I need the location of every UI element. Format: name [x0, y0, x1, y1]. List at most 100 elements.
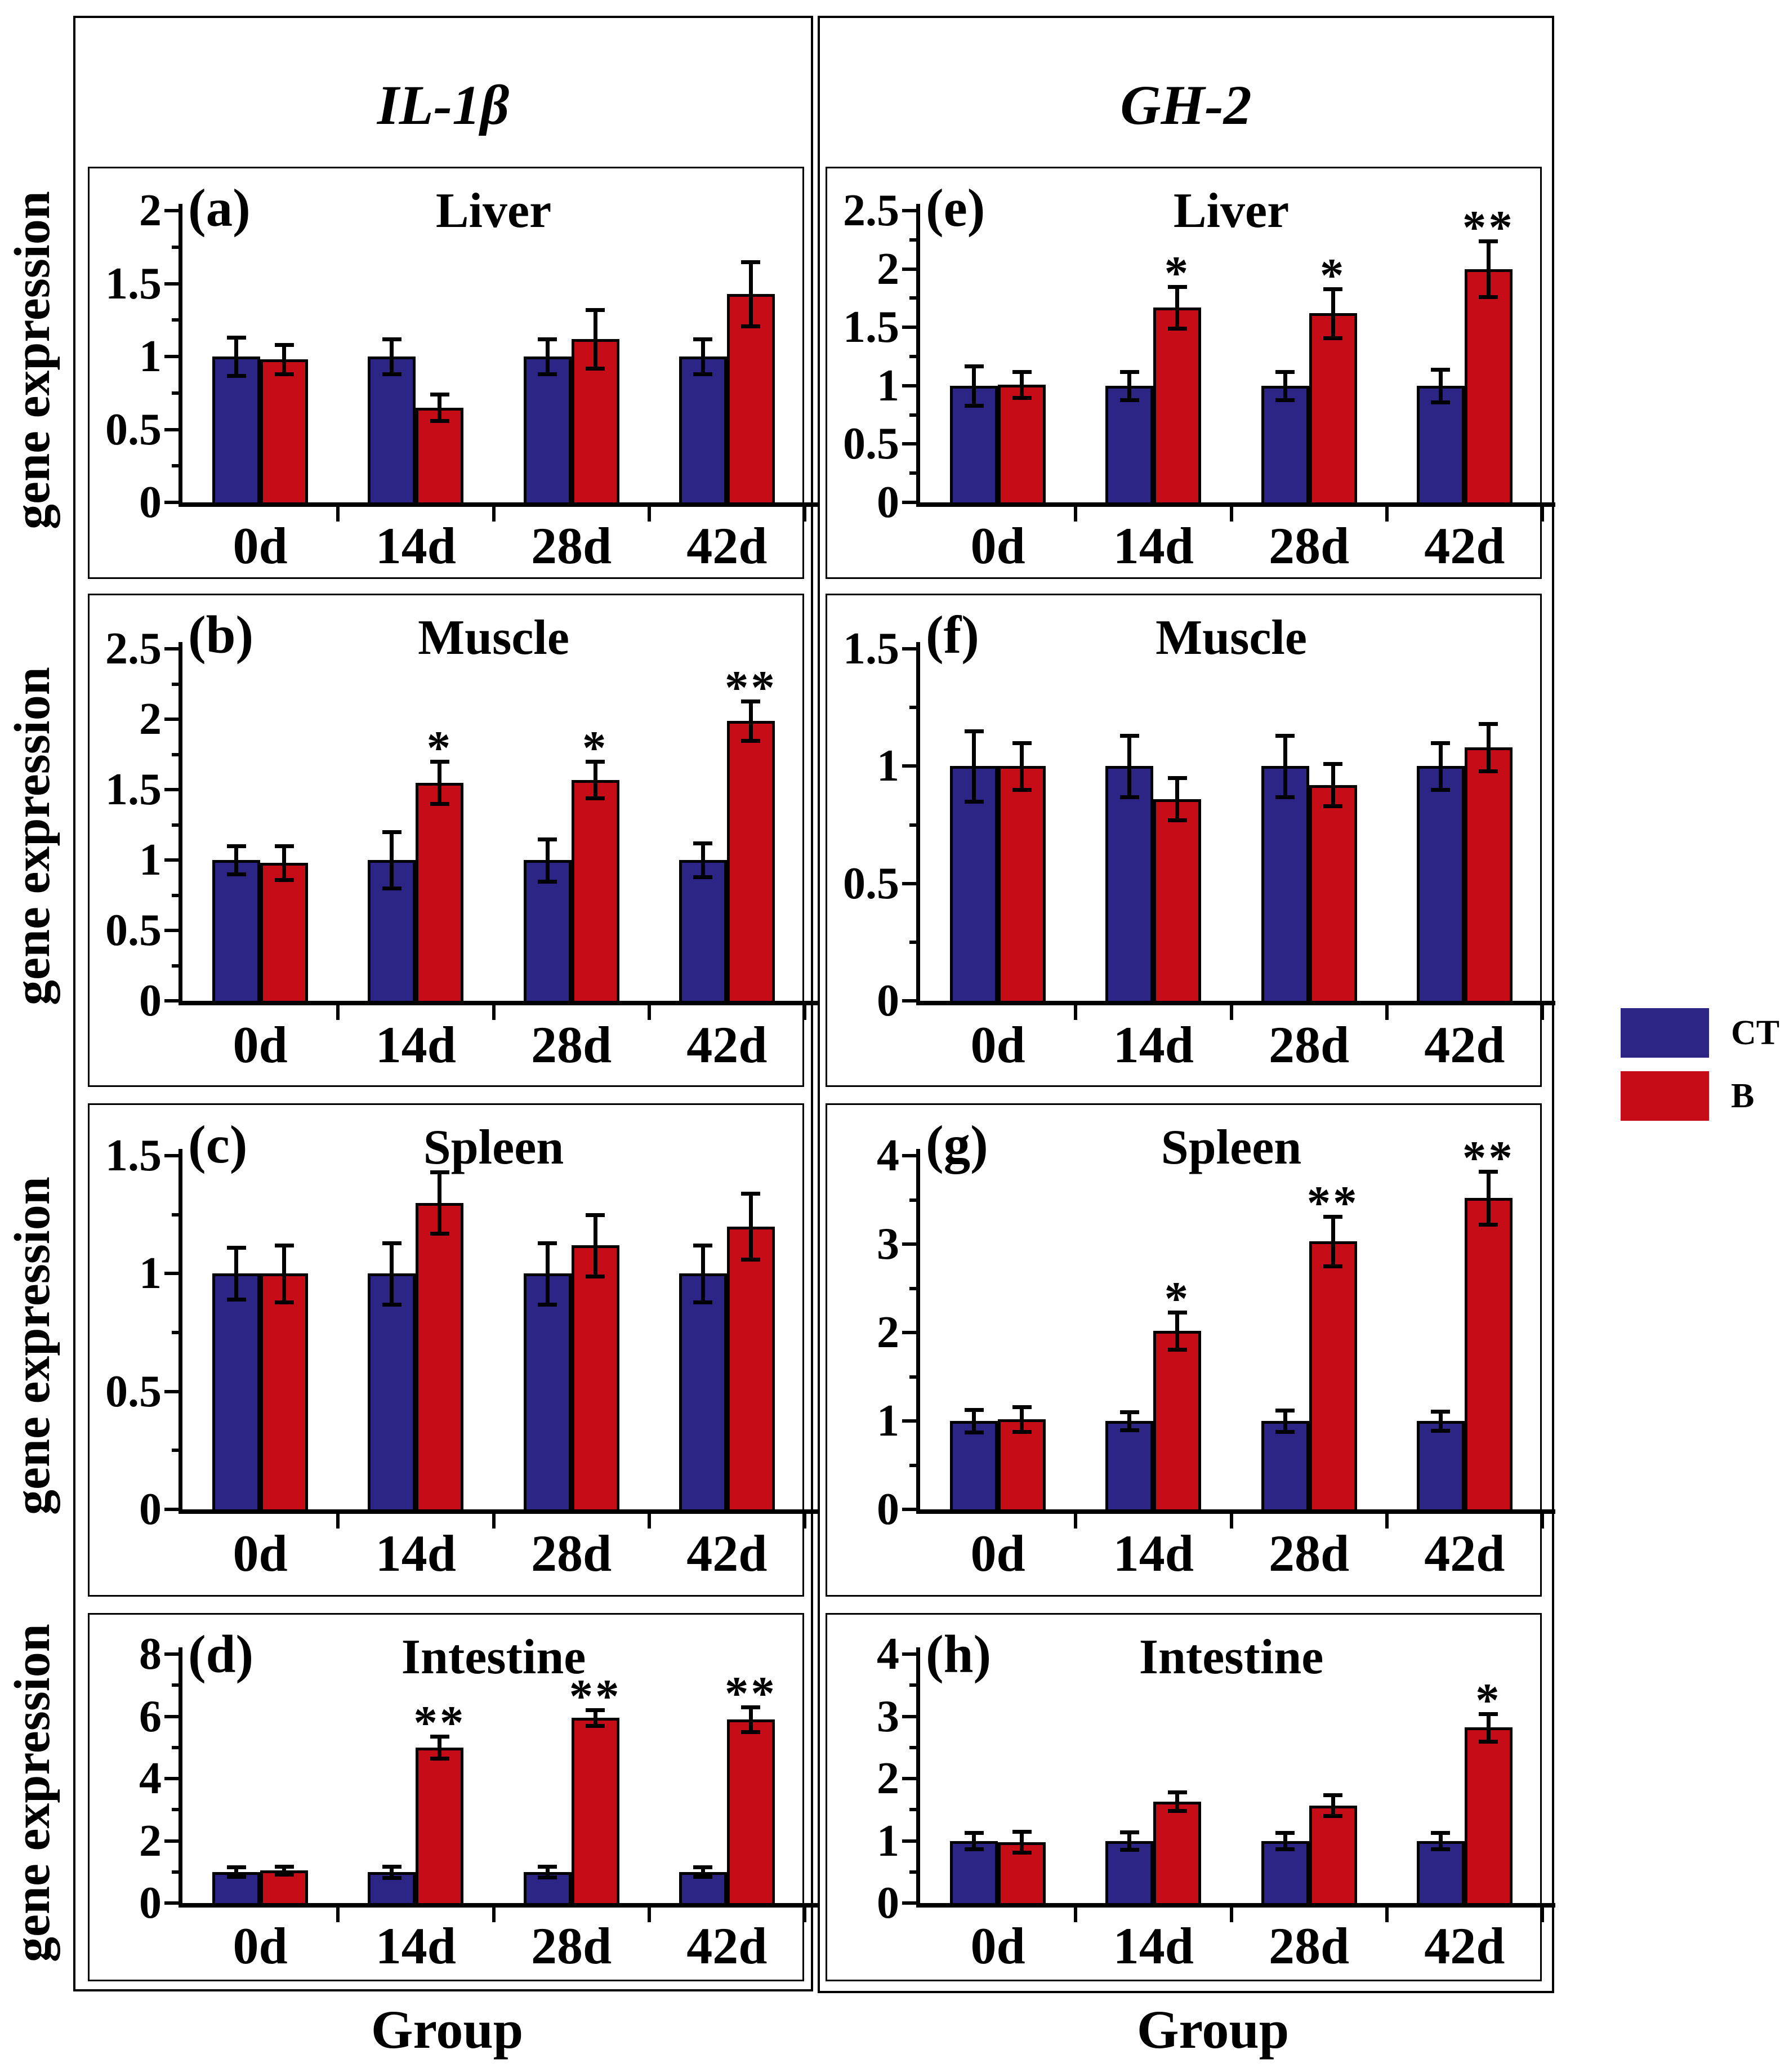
bar-ct-0d: [212, 860, 261, 1004]
error-cap-bottom: [1167, 327, 1187, 331]
x-tick: [1385, 1514, 1389, 1529]
error-cap-bottom: [586, 1724, 605, 1728]
column-title-il1b: IL-1β: [377, 74, 510, 136]
significance-mark: **: [724, 661, 777, 714]
error-cap-top: [964, 364, 984, 368]
error-bar: [1127, 736, 1132, 797]
y-minor-tick: [909, 1870, 920, 1874]
y-tick: [902, 1508, 920, 1511]
error-cap-top: [274, 343, 294, 347]
x-tick-label-42d: 42d: [686, 517, 768, 574]
error-bar: [1331, 764, 1335, 806]
error-cap-top: [538, 837, 557, 841]
x-axis-label-left: Group: [371, 1999, 524, 2060]
bar-b-14d: [1153, 799, 1202, 1004]
x-tick-label-42d: 42d: [1424, 1917, 1505, 1975]
error-cap-top: [538, 1865, 557, 1869]
y-tick-label: 0: [139, 1878, 162, 1928]
error-cap-bottom: [538, 1875, 557, 1880]
panel-g: (g) Spleen 0 1 2 3 4 0d 14d * 28d ** 42d **: [826, 1103, 1555, 1597]
error-bar: [1175, 778, 1180, 821]
column-title-gh2: GH-2: [1120, 74, 1252, 136]
y-tick-label: 1: [139, 332, 162, 381]
error-cap-bottom: [1275, 795, 1295, 799]
y-minor-tick: [172, 1449, 182, 1452]
error-bar: [1438, 1411, 1443, 1431]
y-tick-label: 1: [877, 741, 899, 791]
error-bar: [438, 761, 442, 804]
x-tick-label-0d: 0d: [233, 1917, 288, 1975]
y-tick-label: 6: [139, 1691, 162, 1741]
error-cap-bottom: [1167, 1809, 1187, 1813]
bar-b-14d: [416, 782, 464, 1004]
x-tick: [647, 1908, 651, 1922]
x-tick: [1541, 1514, 1544, 1529]
panel-letter-c: (c): [188, 1115, 248, 1174]
x-axis-label-right: Group: [1136, 1999, 1290, 2060]
error-bar: [1486, 1714, 1491, 1741]
x-tick: [336, 1514, 340, 1529]
bar-ct-42d: [679, 1273, 727, 1513]
error-bar: [1438, 1833, 1443, 1849]
y-tick: [164, 647, 182, 650]
y-minor-tick: [172, 1745, 182, 1749]
x-tick-label-42d: 42d: [686, 1016, 768, 1073]
error-cap-top: [1323, 1215, 1343, 1219]
panel-letter-a: (a): [188, 178, 251, 238]
x-tick-label-42d: 42d: [686, 1917, 768, 1975]
x-tick-label-28d: 28d: [1269, 1525, 1350, 1582]
panel-title-b: Muscle: [418, 611, 569, 665]
error-cap-bottom: [1275, 1847, 1295, 1851]
y-tick-label: 0: [877, 976, 899, 1026]
y-minor-tick: [909, 1463, 920, 1467]
significance-mark: **: [569, 1670, 622, 1723]
x-axis: [179, 1903, 818, 1908]
y-tick-label: 0: [877, 1485, 899, 1534]
error-cap-top: [586, 760, 605, 764]
y-tick-label: 2.5: [843, 186, 899, 235]
error-bar: [234, 1867, 239, 1877]
error-bar: [748, 1706, 753, 1732]
y-tick: [164, 1777, 182, 1780]
x-tick: [1541, 507, 1544, 522]
error-bar: [593, 1710, 597, 1726]
error-bar: [282, 345, 287, 375]
x-axis: [916, 1001, 1555, 1005]
bar-ct-14d: [368, 357, 416, 506]
x-axis: [179, 502, 818, 507]
error-bar: [438, 1736, 442, 1759]
error-cap-bottom: [693, 1875, 713, 1879]
error-bar: [701, 843, 705, 877]
significance-mark: *: [1164, 1272, 1191, 1325]
error-cap-top: [1119, 1410, 1139, 1415]
y-tick-label: 0.5: [105, 404, 162, 454]
error-cap-bottom: [1012, 395, 1032, 400]
x-axis: [916, 1509, 1555, 1514]
legend-swatch-b: [1621, 1071, 1709, 1121]
y-minor-tick: [172, 893, 182, 897]
y-tick-label: 0: [877, 1878, 899, 1928]
x-tick: [1074, 1514, 1078, 1529]
y-tick: [164, 1154, 182, 1157]
y-minor-tick: [172, 391, 182, 395]
bar-b-42d: [726, 1719, 775, 1906]
panel-a: (a) Liver 0 0.5 1 1.5 2 0d 14d 28d 42d: [88, 167, 818, 579]
x-tick-label-28d: 28d: [1269, 1917, 1350, 1975]
y-tick-label: 3: [877, 1219, 899, 1269]
x-tick: [1541, 1908, 1544, 1922]
y-tick: [902, 384, 920, 387]
panel-title-h: Intestine: [1139, 1630, 1324, 1685]
error-cap-top: [538, 1241, 557, 1245]
y-tick-label: 2: [877, 1308, 899, 1357]
y-tick: [902, 1652, 920, 1656]
error-bar: [1020, 1831, 1024, 1853]
error-cap-bottom: [586, 1274, 605, 1278]
y-tick: [902, 326, 920, 329]
error-cap-top: [1275, 1409, 1295, 1413]
error-cap-top: [226, 336, 246, 340]
bar-b-28d: [1309, 1805, 1357, 1906]
error-cap-bottom: [964, 1847, 984, 1851]
bar-ct-28d: [1261, 1841, 1309, 1906]
error-cap-bottom: [1431, 788, 1451, 792]
